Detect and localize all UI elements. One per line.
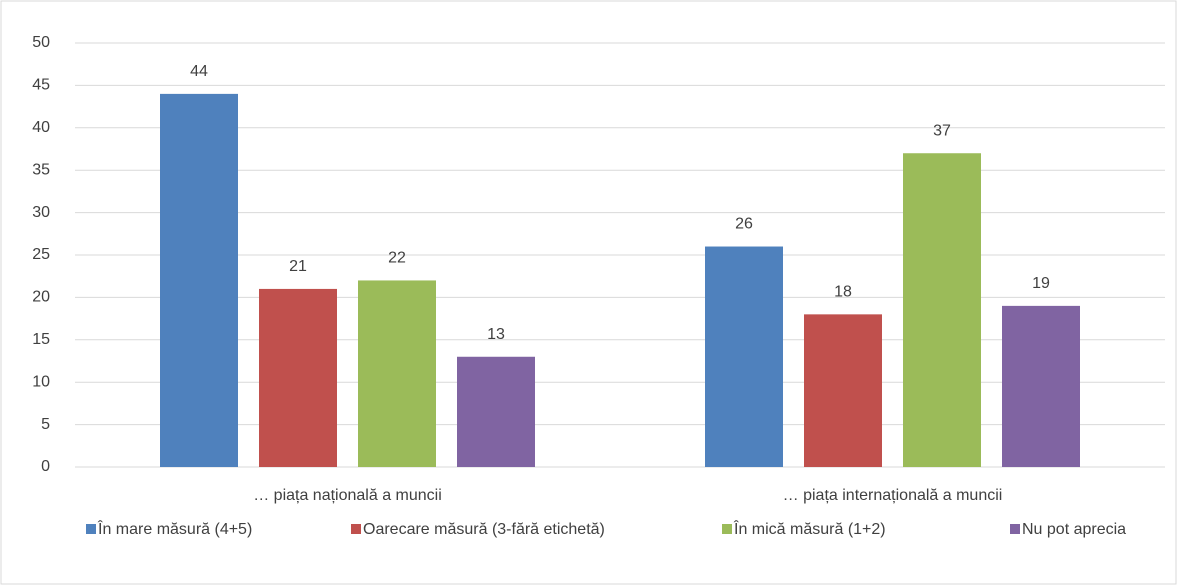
data-label: 37 (933, 122, 951, 139)
y-tick-label: 25 (32, 246, 50, 263)
bar (358, 280, 436, 467)
bar (160, 93, 238, 467)
legend-label: În mare măsură (4+5) (97, 519, 252, 538)
legend-swatch (86, 524, 96, 534)
y-tick-label: 30 (32, 204, 50, 221)
data-label: 13 (487, 326, 505, 343)
y-tick-label: 0 (41, 458, 50, 475)
bar (259, 288, 337, 467)
data-label: 26 (735, 216, 753, 233)
x-tick-label: … piața internațională a muncii (783, 487, 1003, 504)
y-tick-label: 45 (32, 77, 50, 94)
x-tick-label: … piața națională a muncii (253, 487, 442, 504)
bar (705, 246, 783, 467)
legend-label: Nu pot aprecia (1022, 521, 1126, 538)
bar (804, 314, 882, 467)
y-tick-label: 20 (32, 289, 50, 306)
bar (1002, 305, 1080, 467)
y-tick-label: 15 (32, 331, 50, 348)
legend-swatch (1010, 524, 1020, 534)
data-label: 18 (834, 284, 852, 301)
bar (457, 356, 535, 467)
y-tick-label: 10 (32, 373, 50, 390)
y-tick-label: 35 (32, 161, 50, 178)
legend-swatch (351, 524, 361, 534)
data-label: 44 (190, 63, 208, 80)
bar (903, 153, 981, 468)
legend-swatch (722, 524, 732, 534)
y-tick-label: 5 (41, 416, 50, 433)
y-tick-label: 40 (32, 119, 50, 136)
data-label: 22 (388, 250, 406, 267)
y-tick-label: 50 (32, 34, 50, 51)
legend-label: Oarecare măsură (3-fără etichetă) (363, 521, 605, 538)
data-label: 19 (1032, 275, 1050, 292)
legend-label: În mică măsură (1+2) (733, 519, 886, 538)
data-label: 21 (289, 258, 307, 275)
